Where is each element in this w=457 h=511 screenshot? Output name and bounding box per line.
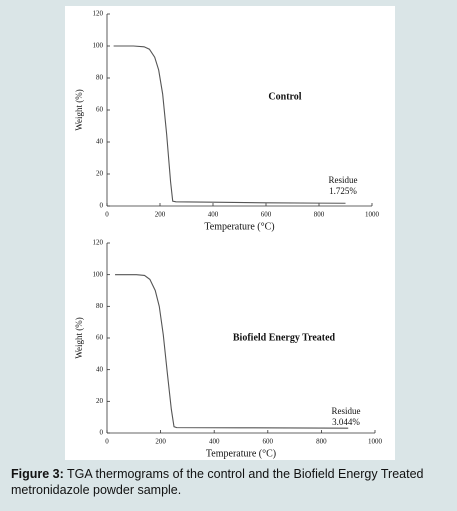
x-axis-label: Temperature (°C) [206, 448, 276, 459]
annotation: 1.725% [329, 186, 357, 196]
y-axis-label: Weight (%) [74, 89, 84, 131]
annotation: Residue [332, 406, 361, 416]
caption: Figure 3: TGA thermograms of the control… [11, 466, 451, 498]
y-tick-label: 0 [100, 429, 104, 437]
y-tick-label: 80 [96, 74, 104, 82]
x-tick-label: 800 [316, 438, 327, 446]
y-tick-label: 20 [96, 397, 104, 405]
caption-label: Figure 3: [11, 467, 64, 481]
annotation: 3.044% [332, 417, 360, 427]
y-tick-label: 80 [96, 302, 104, 310]
data-line [113, 45, 346, 204]
chart-title: Biofield Energy Treated [233, 332, 336, 343]
x-tick-label: 600 [263, 438, 274, 446]
x-tick-label: 0 [105, 438, 109, 446]
x-tick-label: 0 [105, 211, 109, 219]
x-tick-label: 200 [155, 438, 166, 446]
y-tick-label: 40 [96, 138, 104, 146]
figure-panel [65, 6, 395, 460]
x-tick-label: 400 [208, 211, 219, 219]
chart-title: Control [268, 91, 301, 102]
x-tick-label: 1000 [365, 211, 380, 219]
y-tick-label: 100 [93, 42, 104, 50]
annotation: Residue [329, 175, 358, 185]
y-tick-label: 20 [96, 170, 104, 178]
y-tick-label: 60 [96, 334, 104, 342]
x-tick-label: 800 [314, 211, 325, 219]
x-tick-label: 200 [155, 211, 166, 219]
data-line [115, 274, 349, 429]
x-tick-label: 400 [209, 438, 220, 446]
y-axis-label: Weight (%) [74, 317, 84, 359]
caption-text: TGA thermograms of the control and the B… [11, 467, 424, 497]
y-tick-label: 0 [100, 202, 104, 210]
y-tick-label: 40 [96, 365, 104, 373]
y-tick-label: 60 [96, 106, 104, 114]
x-axis-label: Temperature (°C) [204, 221, 274, 232]
y-tick-label: 120 [93, 239, 104, 247]
x-tick-label: 600 [261, 211, 272, 219]
y-tick-label: 100 [93, 270, 104, 278]
x-tick-label: 1000 [368, 438, 383, 446]
y-tick-label: 120 [93, 10, 104, 18]
